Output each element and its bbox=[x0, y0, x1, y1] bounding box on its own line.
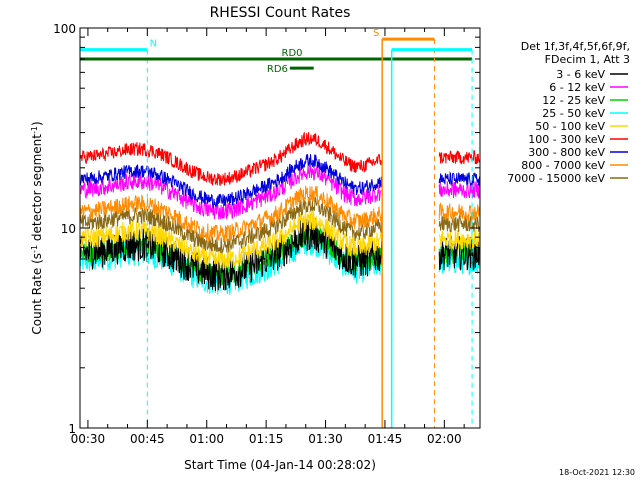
x-tick-label: 01:00 bbox=[189, 432, 224, 446]
y-axis-label: Count Rate (s-1 detector segment-1) bbox=[30, 121, 45, 334]
legend-entry-label: 12 - 25 keV bbox=[542, 94, 605, 107]
legend-entry-label: 7000 - 15000 keV bbox=[507, 172, 605, 185]
legend-entry-label: 50 - 100 keV bbox=[535, 120, 605, 133]
series-line-6-12keV bbox=[79, 162, 382, 220]
flag-label-RD6: RD6 bbox=[267, 64, 288, 75]
x-tick-label: 01:45 bbox=[368, 432, 403, 446]
series-line-300-800keV bbox=[79, 154, 383, 209]
legend-entry-label: 100 - 300 keV bbox=[528, 133, 605, 146]
series-line-800-7000keV bbox=[79, 185, 383, 243]
legend-entry-label: 300 - 800 keV bbox=[528, 146, 605, 159]
y-axis-label-tail: detector segment bbox=[30, 134, 44, 245]
y-axis-label-sup: -1 bbox=[30, 245, 39, 253]
legend-header-line-2: FDecim 1, Att 3 bbox=[545, 53, 630, 66]
series-line-6-12keV bbox=[438, 181, 481, 199]
legend-entry-label: 25 - 50 keV bbox=[542, 107, 605, 120]
legend-entry-label: 800 - 7000 keV bbox=[521, 159, 605, 172]
series-line-7000-15000keV bbox=[438, 215, 480, 233]
y-axis-label-sup2: -1 bbox=[30, 126, 39, 134]
legend-header-line-1: Det 1f,3f,4f,5f,6f,9f, bbox=[521, 40, 630, 53]
series-line-100-300keV bbox=[79, 131, 383, 186]
tick-layer: 00:30 00:45 01:00 01:15 01:30 01:45 02:00 1 10 10… bbox=[53, 22, 480, 446]
x-axis-label: Start Time (04-Jan-14 00:28:02) bbox=[184, 458, 376, 472]
flag-label-RD0: RD0 bbox=[282, 48, 303, 59]
y-axis-label-close: ) bbox=[30, 121, 44, 126]
x-tick-label: 02:00 bbox=[427, 432, 462, 446]
series-line-3-6keV bbox=[79, 218, 383, 292]
series-line-300-800keV bbox=[438, 171, 481, 186]
y-axis-label-main: Count Rate (s bbox=[30, 253, 44, 335]
x-tick-label: 00:45 bbox=[130, 432, 165, 446]
chart-title: RHESSI Count Rates bbox=[210, 5, 351, 21]
x-tick-label: 01:15 bbox=[249, 432, 284, 446]
legend: Det 1f,3f,4f,5f,6f,9f, FDecim 1, Att 3 3… bbox=[507, 40, 630, 185]
series-line-50-100keV bbox=[438, 229, 481, 252]
legend-entry-label: 3 - 6 keV bbox=[556, 68, 605, 81]
y-tick-label: 10 bbox=[61, 222, 76, 236]
y-tick-label: 100 bbox=[53, 22, 76, 36]
flag-label-S: S bbox=[373, 28, 379, 39]
data-layer bbox=[79, 131, 481, 295]
series-line-100-300keV bbox=[438, 150, 481, 165]
series-line-800-7000keV bbox=[438, 202, 481, 222]
flag-label-N: N bbox=[150, 39, 157, 50]
legend-entry-label: 6 - 12 keV bbox=[549, 81, 605, 94]
footer-timestamp: 18-Oct-2021 12:30 bbox=[559, 468, 635, 477]
y-tick-label: 1 bbox=[68, 422, 76, 436]
x-tick-label: 01:30 bbox=[308, 432, 343, 446]
series-line-7000-15000keV bbox=[79, 196, 383, 254]
flag-layer: N RD0 RD6 S bbox=[79, 28, 473, 428]
x-tick-label: 00:30 bbox=[71, 432, 106, 446]
